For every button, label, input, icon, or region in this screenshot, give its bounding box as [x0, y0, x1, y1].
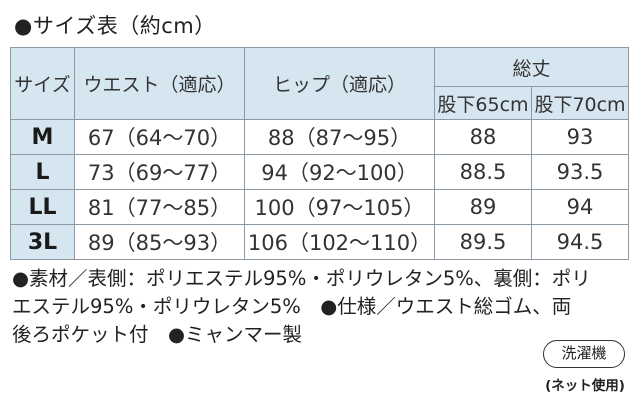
table-row: M 67（64〜70） 88（87〜95） 88 93 — [10, 119, 630, 155]
header-hip: ヒップ（適応） — [244, 47, 435, 120]
washing-machine-badge: 洗濯機 — [543, 340, 625, 368]
waist-value: 67（64〜70） — [74, 119, 245, 155]
size-label: 3L — [10, 224, 75, 260]
table-header-row: サイズ ウエスト（適応） ヒップ（適応） 総丈 — [10, 47, 630, 120]
length-70-value: 94.5 — [530, 224, 630, 260]
notes-line: 後ろポケット付 ●ミャンマー製 — [12, 323, 303, 346]
header-total-length: 総丈 — [433, 47, 630, 87]
washing-net-note: (ネット使用) — [545, 378, 625, 394]
header-size: サイズ — [10, 47, 75, 120]
length-70-value: 93.5 — [530, 154, 630, 190]
notes-line: エステル95%・ポリウレタン5% ●仕様／ウエスト総ゴム、両 — [12, 295, 572, 318]
table-row: LL 81（77〜85） 100（97〜105） 89 94 — [10, 189, 630, 225]
size-label: L — [10, 154, 75, 190]
table-row: L 73（69〜77） 94（92〜100） 88.5 93.5 — [10, 154, 630, 190]
header-inseam-65: 股下65cm — [434, 86, 532, 120]
product-notes: ●素材／表側：ポリエステル95%・ポリウレタン5%、裏側：ポリ エステル95%・… — [12, 265, 617, 349]
length-65-value: 88 — [434, 119, 532, 155]
length-65-value: 89.5 — [434, 224, 532, 260]
waist-value: 73（69〜77） — [74, 154, 245, 190]
length-70-value: 94 — [530, 189, 630, 225]
header-inseam-70: 股下70cm — [530, 86, 630, 120]
notes-line: ●素材／表側：ポリエステル95%・ポリウレタン5%、裏側：ポリ — [12, 267, 591, 290]
hip-value: 88（87〜95） — [244, 119, 435, 155]
waist-value: 89（85〜93） — [74, 224, 245, 260]
hip-value: 100（97〜105） — [244, 189, 435, 225]
table-row: 3L 89（85〜93） 106（102〜110） 89.5 94.5 — [10, 224, 630, 260]
header-waist: ウエスト（適応） — [74, 47, 245, 120]
size-label: M — [10, 119, 75, 155]
table-subheader-row: 股下65cm 股下70cm — [11, 86, 630, 120]
size-label: LL — [10, 189, 75, 225]
length-65-value: 88.5 — [434, 154, 532, 190]
size-table: サイズ ウエスト（適応） ヒップ（適応） 総丈 股下65cm 股下70cm M … — [10, 47, 630, 260]
waist-value: 81（77〜85） — [74, 189, 245, 225]
page-title: ●サイズ表（約cm） — [14, 14, 216, 38]
length-70-value: 93 — [530, 119, 630, 155]
hip-value: 106（102〜110） — [244, 224, 435, 260]
length-65-value: 89 — [434, 189, 532, 225]
hip-value: 94（92〜100） — [244, 154, 435, 190]
